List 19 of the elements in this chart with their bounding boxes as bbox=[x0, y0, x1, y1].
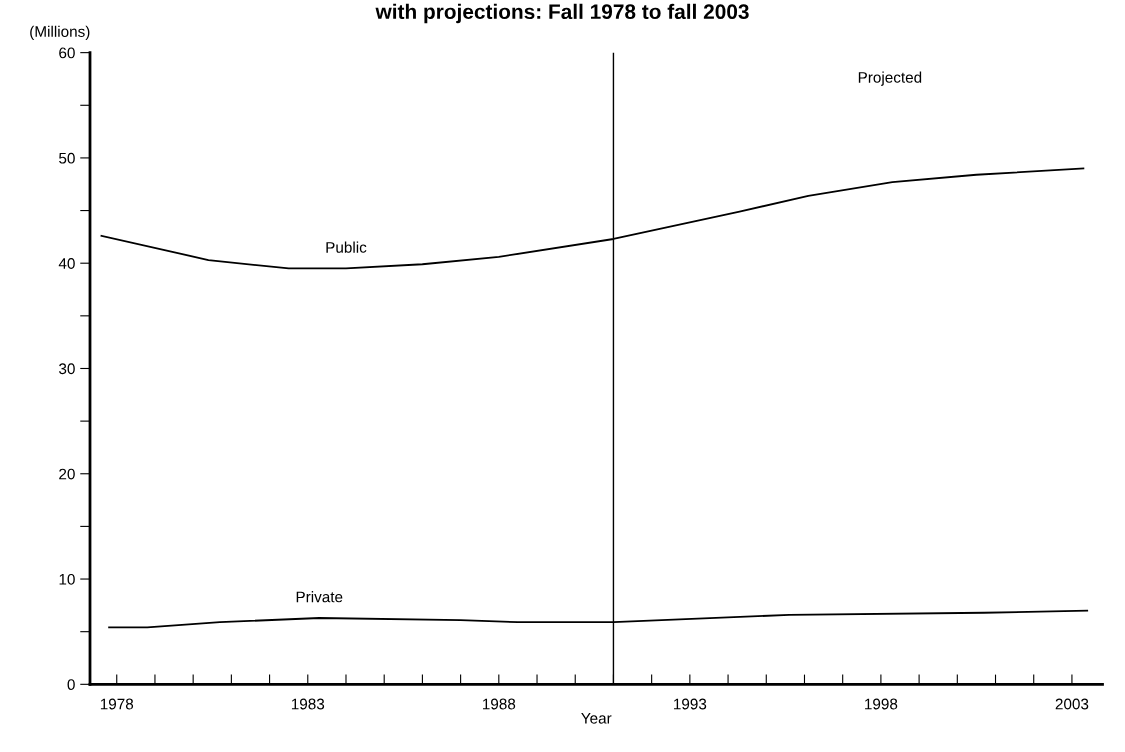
chart-title: with projections: Fall 1978 to fall 2003 bbox=[375, 3, 749, 24]
series-label: Private bbox=[296, 591, 343, 603]
y-tick-label: 50 bbox=[59, 152, 75, 164]
y-tick-label: 30 bbox=[59, 363, 75, 375]
x-tick-label: 2003 bbox=[1055, 698, 1089, 710]
y-tick-label: 20 bbox=[59, 468, 75, 480]
y-tick-label: 10 bbox=[59, 573, 75, 585]
x-tick-label: 1988 bbox=[482, 698, 516, 710]
x-tick-label: 1998 bbox=[865, 698, 898, 710]
y-tick-label: 60 bbox=[59, 47, 75, 59]
x-tick-label: 1983 bbox=[291, 698, 325, 710]
x-tick-label: 1978 bbox=[100, 698, 134, 710]
series-label: Public bbox=[326, 241, 367, 253]
y-axis-title: (Millions) bbox=[30, 25, 90, 40]
y-tick-label: 40 bbox=[58, 258, 75, 269]
annotation: Projected bbox=[858, 71, 922, 86]
x-tick-label: 1993 bbox=[674, 698, 707, 710]
x-axis-title: Year bbox=[581, 713, 612, 724]
y-tick-label: 0 bbox=[67, 679, 75, 691]
